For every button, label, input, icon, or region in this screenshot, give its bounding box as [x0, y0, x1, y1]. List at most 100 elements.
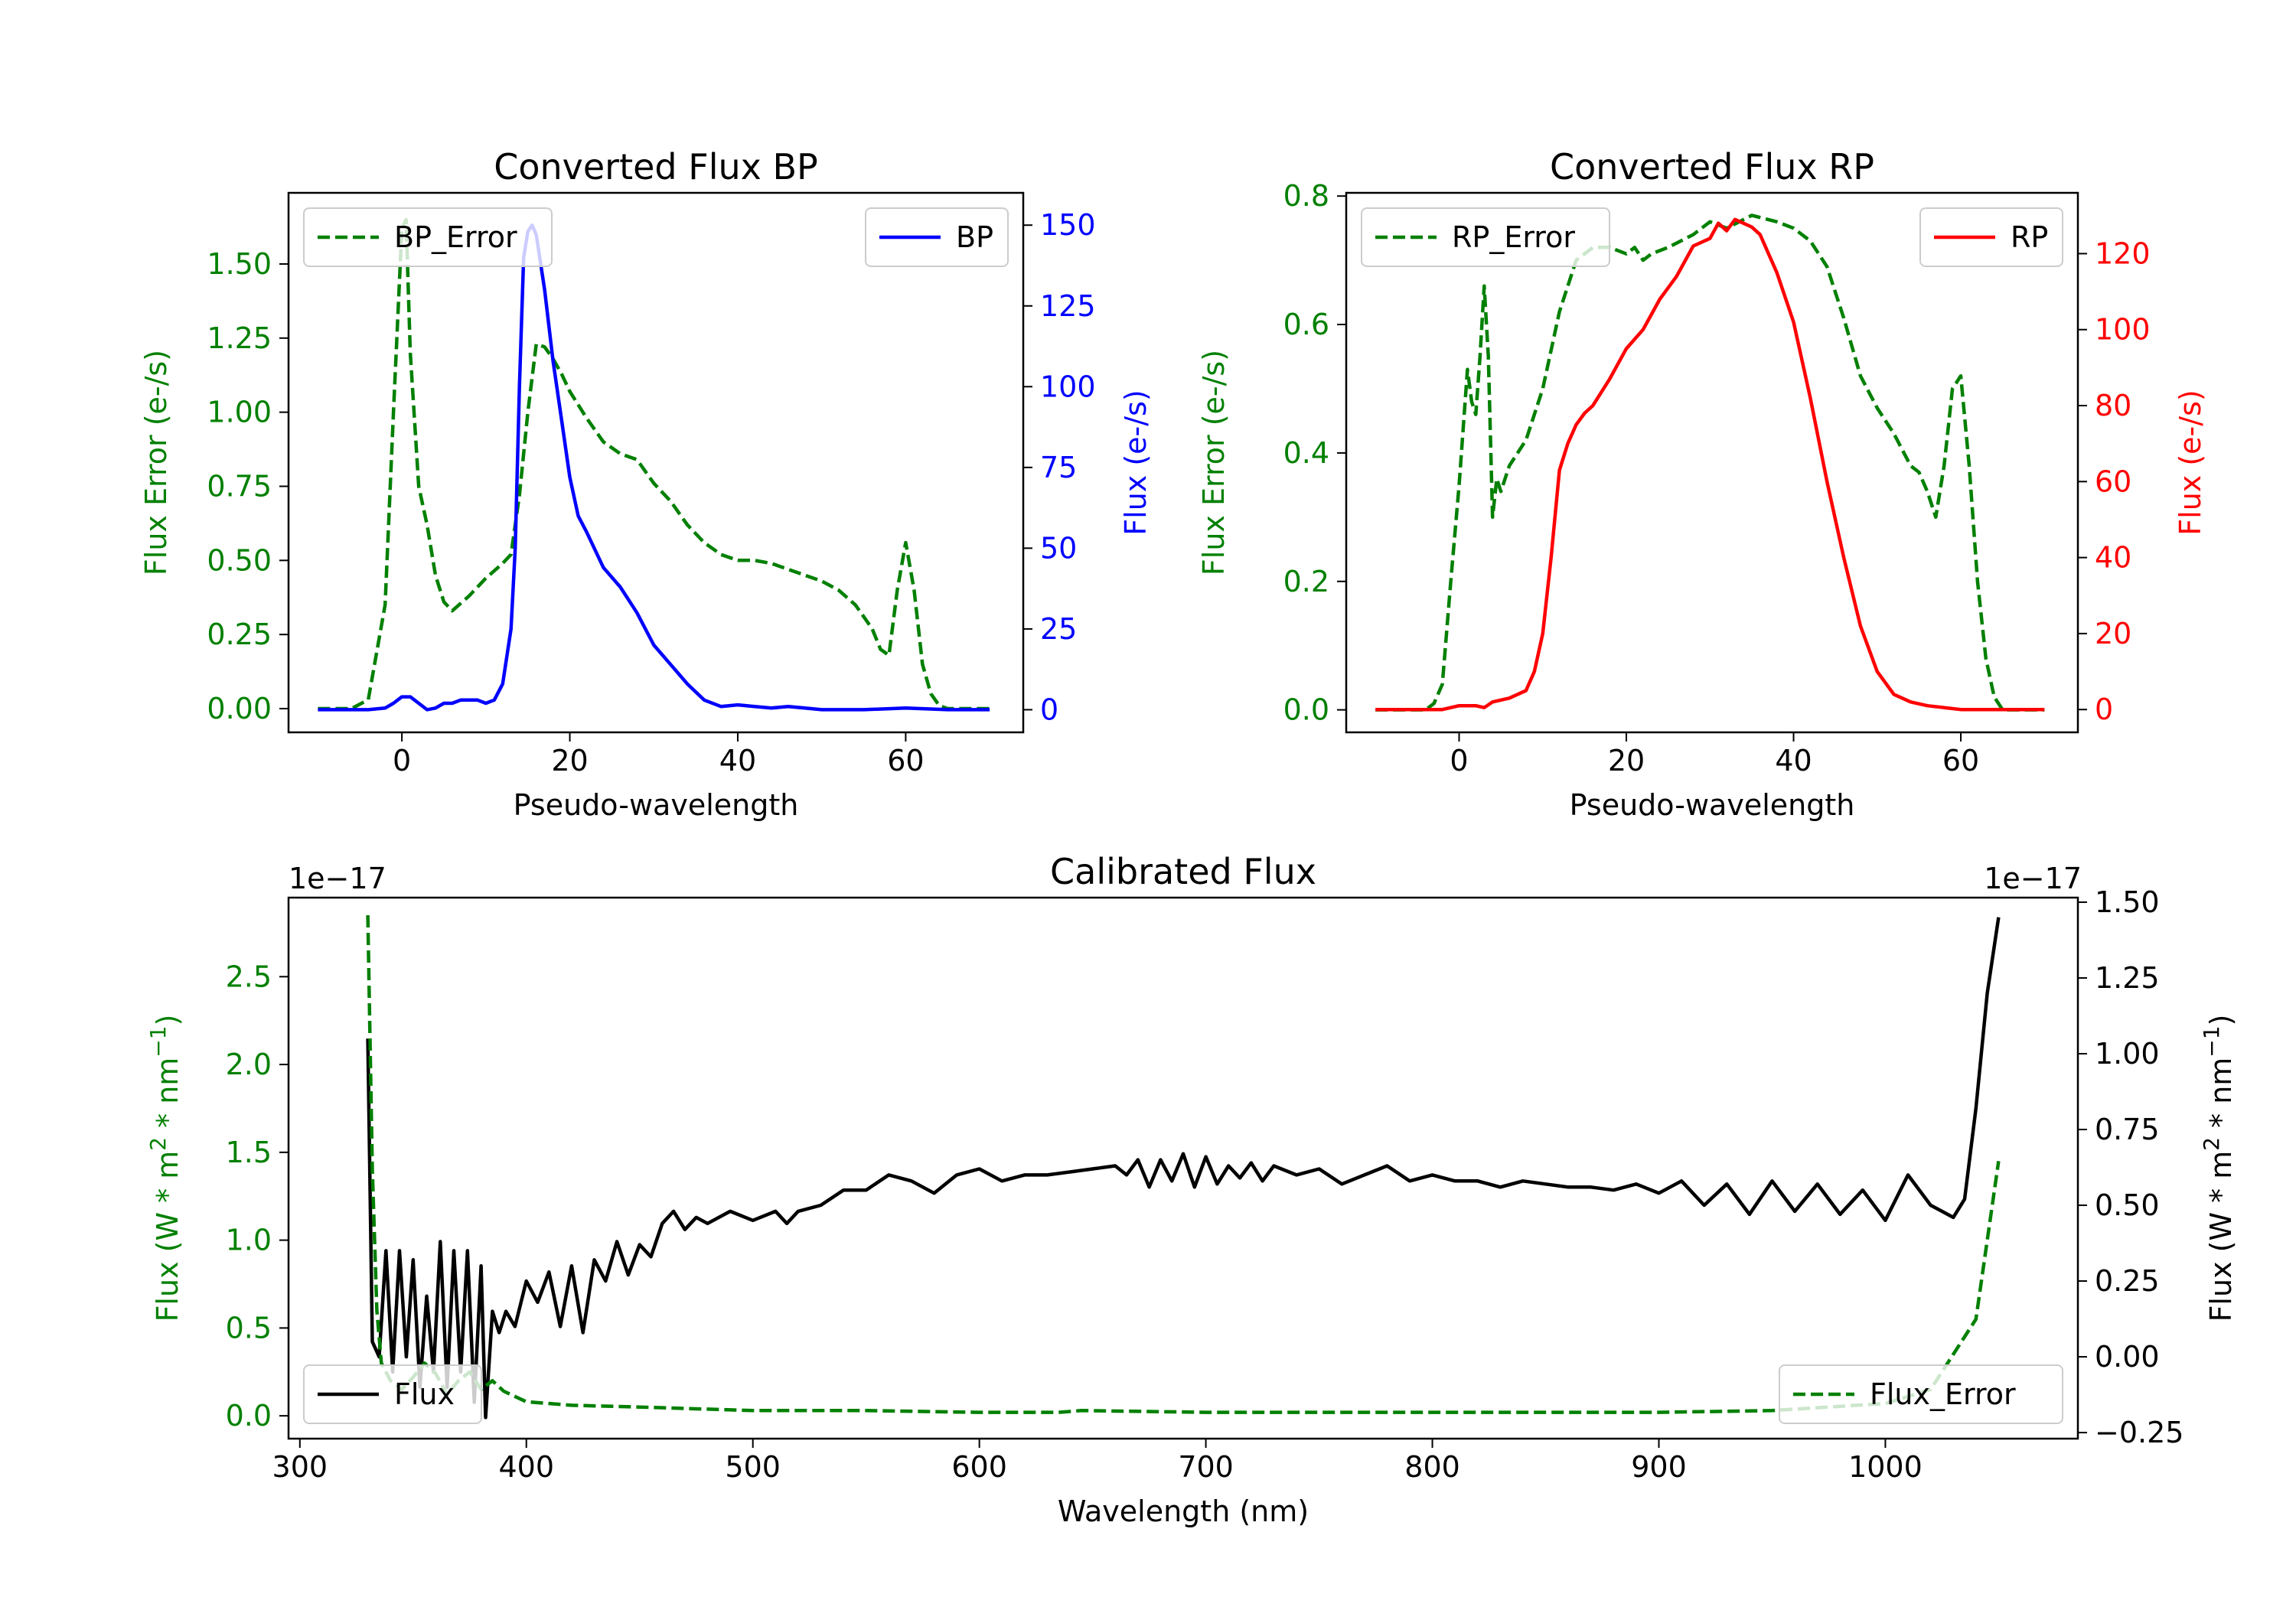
x-tick-label: 20: [551, 744, 588, 777]
legend-left: BP_Error: [303, 207, 553, 267]
legend-left: Flux: [303, 1364, 482, 1424]
x-tick-label: 900: [1631, 1450, 1687, 1484]
series-line-bp-error: [318, 217, 990, 711]
y-left-tick-label: 1.00: [207, 396, 272, 429]
superscript: 2: [145, 1137, 171, 1151]
y-left-tick-label: 0.0: [226, 1399, 272, 1433]
label-part: Flux (e-/s): [2174, 390, 2207, 535]
y-right-tick-label: 80: [2095, 389, 2131, 422]
plot-area: [1375, 214, 2045, 712]
x-tick-label: 400: [498, 1450, 554, 1484]
label-part: Flux Error (e-/s): [1197, 350, 1231, 575]
legend-right: BP: [865, 207, 1009, 267]
y-right-tick-label: 0: [1040, 693, 1058, 726]
x-tick-label: 300: [272, 1450, 328, 1484]
x-tick-label: 0: [393, 744, 411, 777]
legend-label: RP_Error: [1452, 220, 1575, 254]
y-left-tick-label: 1.50: [207, 247, 272, 281]
series-line-flux: [366, 917, 2001, 1420]
x-tick-label: 60: [887, 744, 924, 777]
y-left-tick-label: 0.0: [1283, 693, 1329, 727]
y-right-tick-label: 60: [2095, 464, 2131, 498]
y-right-tick-label: 20: [2095, 617, 2131, 650]
y-left-offset-text: 1e−17: [289, 862, 386, 895]
y-left-tick-label: 0.6: [1283, 308, 1329, 341]
y-right-tick-label: 0.25: [2095, 1264, 2160, 1298]
y-left-tick-label: 0.2: [1283, 565, 1329, 598]
legend-right: RP: [1919, 207, 2063, 267]
x-tick-label: 1000: [1848, 1450, 1923, 1484]
y-right-offset-text: 1e−17: [1984, 862, 2082, 895]
x-tick-label: 600: [951, 1450, 1007, 1484]
y-left-tick-label: 1.0: [226, 1224, 272, 1257]
x-tick-label: 60: [1942, 744, 1979, 777]
legend-label: BP_Error: [394, 220, 517, 254]
y-left-tick-label: 0.00: [207, 692, 272, 725]
y-right-tick-label: 75: [1040, 451, 1077, 484]
label-part: Flux Error (e-/s): [139, 350, 173, 575]
y-right-tick-label: 0.00: [2095, 1340, 2160, 1374]
label-part: Flux (W * m: [2204, 1151, 2238, 1322]
x-tick-label: 40: [1775, 744, 1812, 777]
y-right-tick-label: 150: [1040, 208, 1096, 242]
axes-frame: [287, 896, 2079, 1440]
label-part: Flux (e-/s): [1119, 390, 1153, 535]
y-left-tick-label: 1.25: [207, 321, 272, 355]
x-axis-label: Pseudo-wavelength: [1570, 788, 1855, 822]
label-part: * nm: [2204, 1058, 2238, 1137]
y-right-axis-label: Flux (e-/s): [1119, 390, 1153, 535]
series-line-rp: [1375, 217, 2045, 712]
y-left-axis-label: Flux Error (e-/s): [139, 350, 173, 575]
y-right-tick-label: 120: [2095, 236, 2151, 270]
label-part: * nm: [151, 1058, 184, 1137]
legend-box: [303, 1364, 482, 1424]
legend-box: [1779, 1364, 2063, 1424]
y-right-tick-label: 25: [1040, 612, 1077, 646]
superscript: −1: [145, 1025, 171, 1057]
y-right-tick-label: 1.50: [2095, 885, 2160, 919]
x-tick-label: 0: [1450, 744, 1468, 777]
y-left-tick-label: 2.5: [226, 960, 272, 993]
y-right-tick-label: 1.25: [2095, 961, 2160, 995]
superscript: 2: [2199, 1137, 2224, 1151]
chart-converted-flux-rp: Converted Flux RP 0 20 40 60 0.0 0.2 0.4 0.6 0.8 0…: [1197, 146, 2207, 822]
y-right-tick-label: 0.75: [2095, 1113, 2160, 1146]
y-left-tick-label: 0.75: [207, 469, 272, 503]
chart-converted-flux-bp: Converted Flux BP 0 20 40 60 0.00 0.25 0.50 0.75…: [139, 146, 1153, 822]
axes-frame: [1345, 191, 2079, 734]
legend-label: BP: [956, 220, 993, 254]
chart-calibrated-flux: Calibrated Flux 300 400 500 600 700 800 900 1000…: [145, 851, 2239, 1528]
x-axis-label: Wavelength (nm): [1058, 1495, 1309, 1528]
legend-right: Flux_Error: [1779, 1364, 2063, 1424]
y-left-tick-label: 1.5: [226, 1136, 272, 1169]
y-right-tick-label: 1.00: [2095, 1037, 2160, 1071]
legend-label: Flux_Error: [1870, 1377, 2016, 1411]
y-left-axis-label: Flux (W * m2 * nm−1): [145, 1015, 185, 1322]
chart-title: Converted Flux RP: [1550, 146, 1874, 187]
x-tick-label: 800: [1404, 1450, 1460, 1484]
label-part: ): [2204, 1015, 2238, 1026]
series-line-rp-error: [1375, 214, 2045, 712]
legend-label: RP: [2011, 220, 2048, 254]
legend-box: [303, 207, 553, 267]
x-axis-label: Pseudo-wavelength: [514, 788, 799, 822]
y-left-tick-label: 2.0: [226, 1048, 272, 1081]
chart-title: Calibrated Flux: [1050, 851, 1316, 892]
superscript: −1: [2199, 1025, 2224, 1057]
x-tick-label: 700: [1178, 1450, 1234, 1484]
y-right-tick-label: 100: [2095, 313, 2151, 347]
y-left-tick-label: 0.5: [226, 1311, 272, 1345]
y-right-axis-label: Flux (e-/s): [2174, 390, 2207, 535]
chart-title: Converted Flux BP: [494, 146, 818, 187]
y-right-axis-label: Flux (W * m2 * nm−1): [2199, 1015, 2239, 1322]
label-part: ): [151, 1015, 184, 1026]
legend-box: [1361, 207, 1610, 267]
y-right-tick-label: 100: [1040, 370, 1096, 403]
x-tick-label: 20: [1608, 744, 1645, 777]
label-part: Flux (W * m: [151, 1151, 184, 1322]
y-right-tick-label: 0: [2095, 693, 2113, 726]
axes-frame: [287, 191, 1025, 734]
y-left-tick-label: 0.25: [207, 618, 272, 651]
y-right-tick-label: 125: [1040, 289, 1096, 323]
